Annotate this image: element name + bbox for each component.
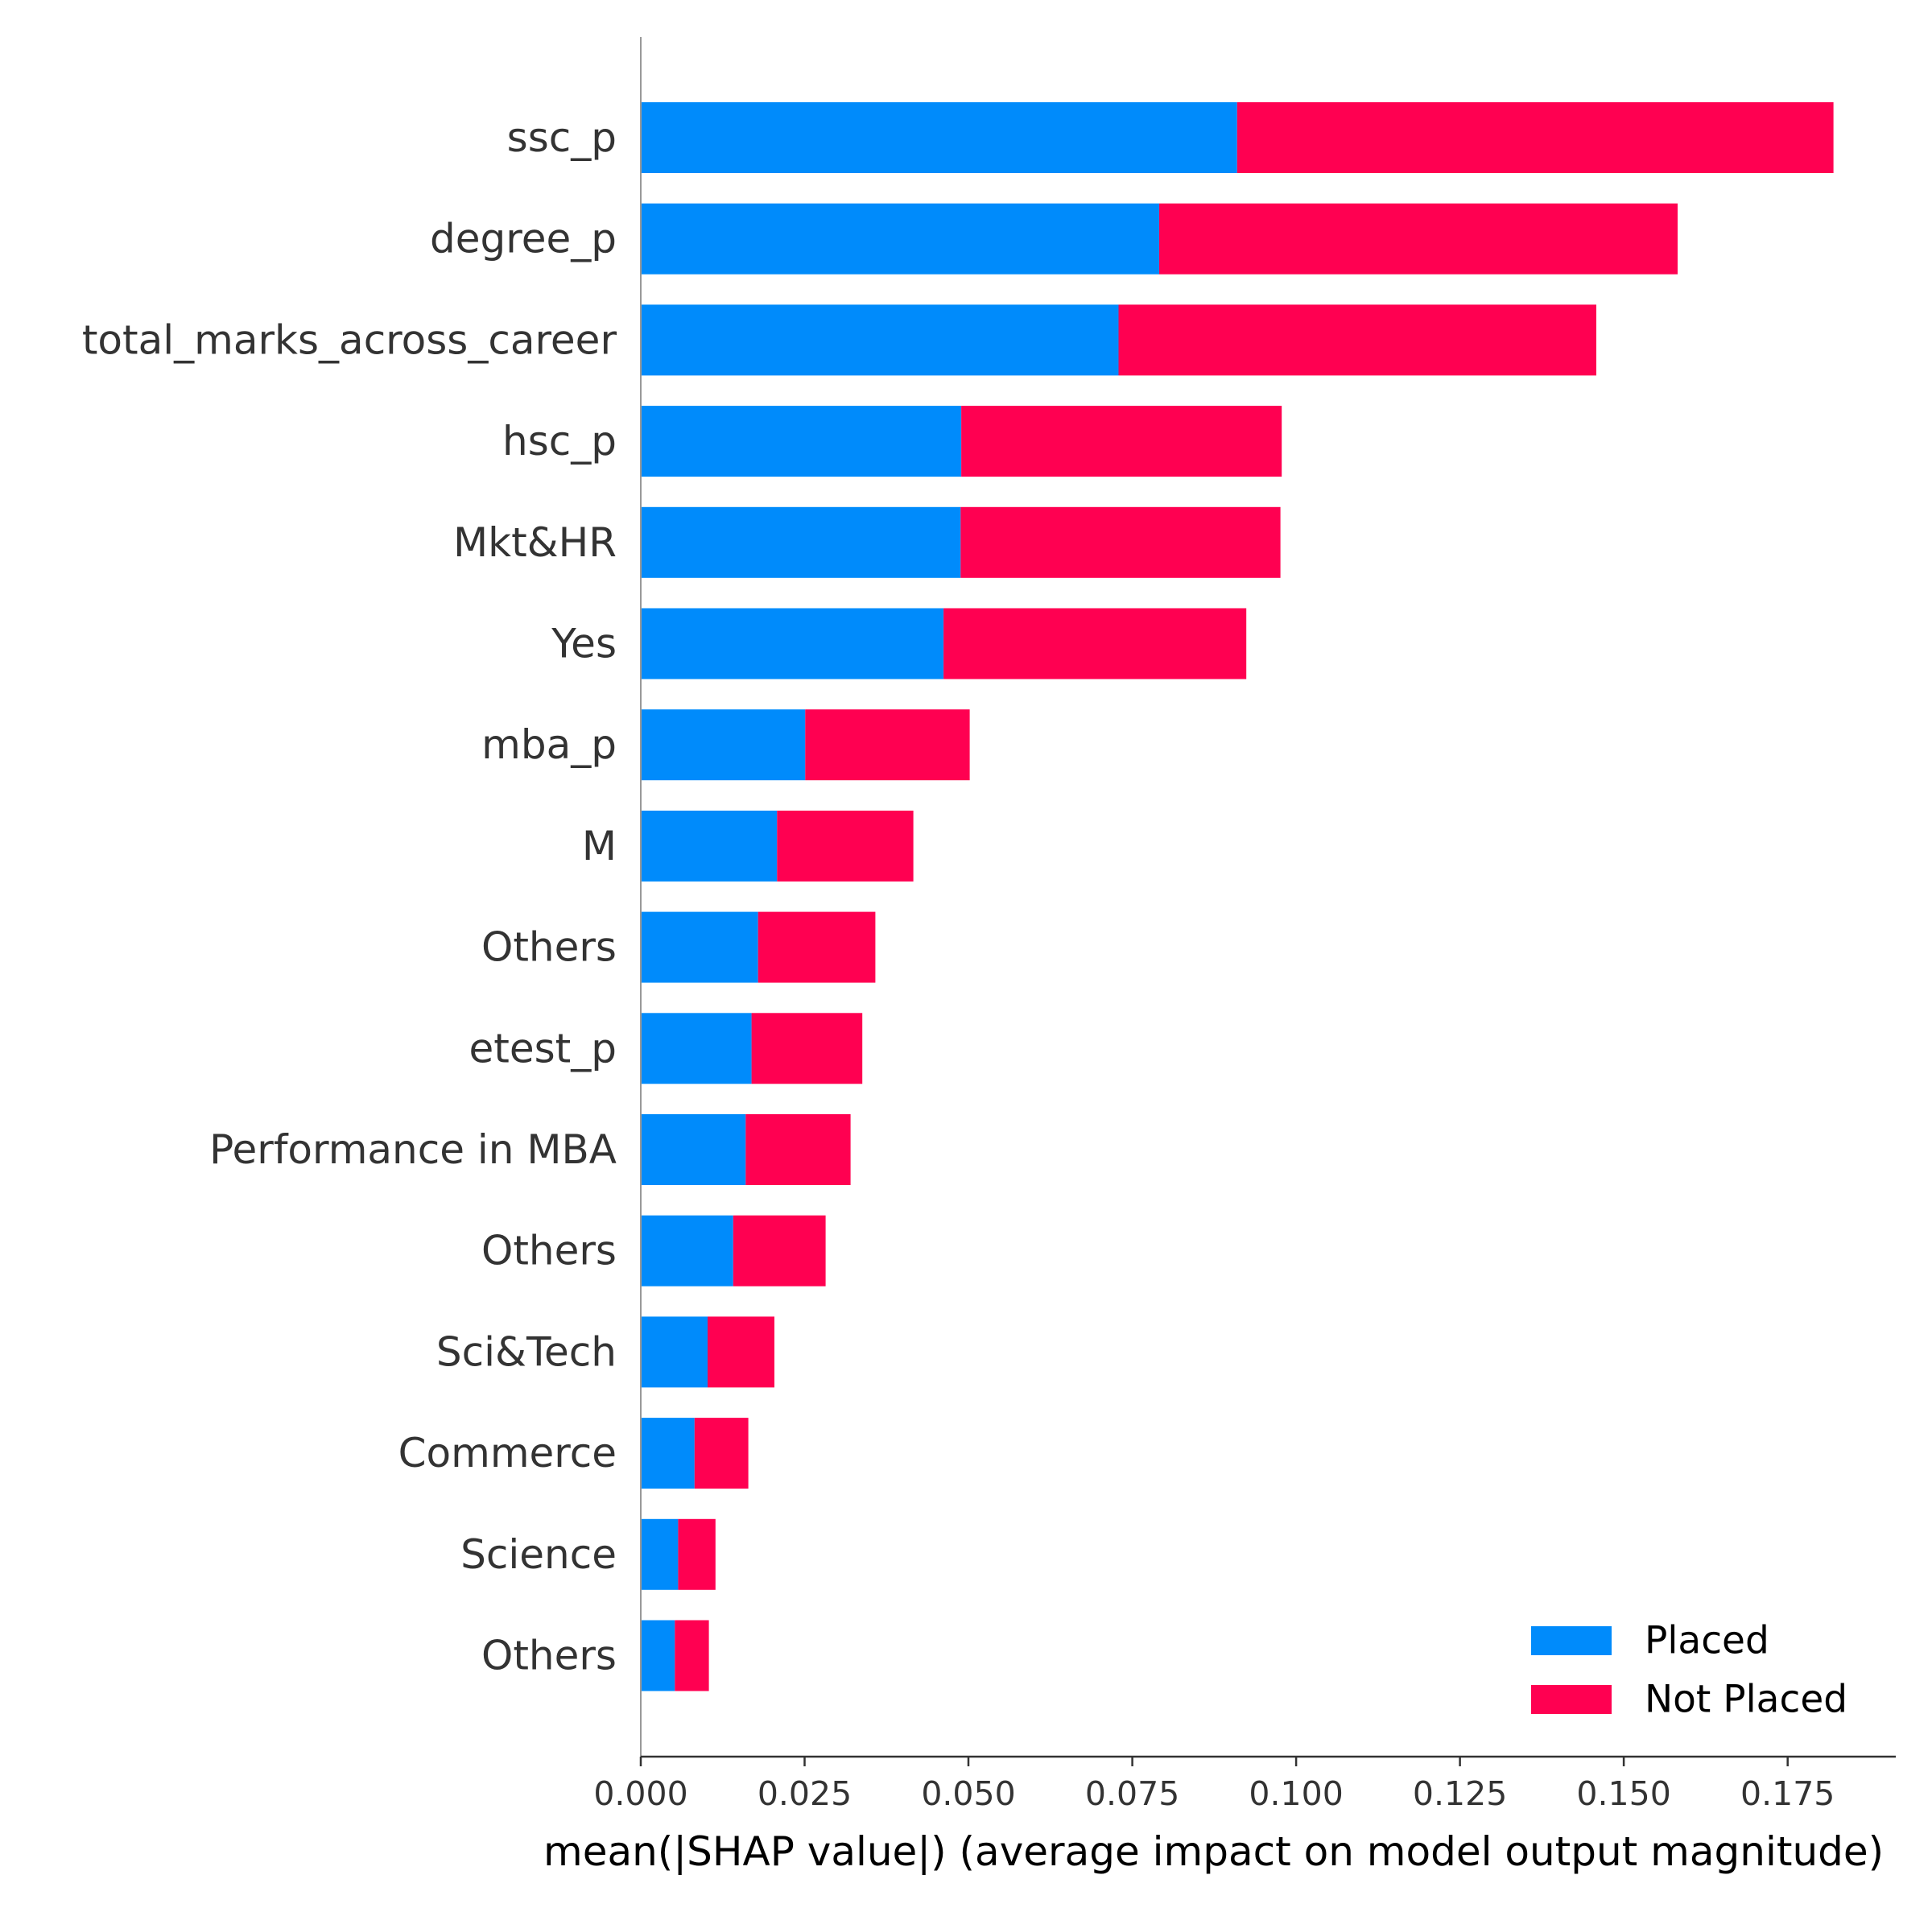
feature-label-commerce: Commerce xyxy=(398,1430,617,1476)
bar-placed-etest-p xyxy=(641,1013,752,1084)
feature-label-others: Others xyxy=(481,924,617,971)
feature-label-mkt-hr: Mkt&HR xyxy=(453,519,617,566)
x-tick-label: 0.025 xyxy=(758,1774,852,1813)
feature-label-degree-p: degree_p xyxy=(430,216,617,262)
bar-placed-m xyxy=(641,810,778,882)
bar-placed-others xyxy=(641,1215,733,1286)
bar-placed-others xyxy=(641,1620,675,1691)
bar-placed-mba-p xyxy=(641,709,806,781)
bar-not-placed-others xyxy=(675,1620,709,1691)
legend-swatch-not-placed xyxy=(1531,1685,1612,1714)
bar-not-placed-total-marks-across-career xyxy=(1118,304,1596,376)
feature-label-mba-p: mba_p xyxy=(481,721,617,768)
bar-placed-mkt-hr xyxy=(641,506,961,578)
legend-swatch-placed xyxy=(1531,1626,1612,1655)
bar-placed-science xyxy=(641,1518,679,1590)
bar-placed-degree-p xyxy=(641,203,1159,275)
feature-label-etest-p: etest_p xyxy=(469,1025,617,1072)
feature-label-hsc-p: hsc_p xyxy=(502,418,617,465)
bar-placed-commerce xyxy=(641,1418,695,1489)
bar-not-placed-hsc-p xyxy=(961,406,1282,477)
bar-not-placed-science xyxy=(678,1518,716,1590)
x-tick-label: 0.075 xyxy=(1085,1774,1179,1813)
bar-not-placed-mba-p xyxy=(805,709,970,781)
x-tick-label: 0.125 xyxy=(1413,1774,1507,1813)
x-tick-label: 0.050 xyxy=(921,1774,1015,1813)
bar-placed-yes xyxy=(641,608,944,679)
feature-label-yes: Yes xyxy=(551,621,617,667)
bar-not-placed-degree-p xyxy=(1159,203,1678,275)
bar-placed-hsc-p xyxy=(641,406,962,477)
bar-not-placed-others xyxy=(733,1215,826,1286)
x-tick-label: 0.100 xyxy=(1249,1774,1343,1813)
legend-label-placed: Placed xyxy=(1645,1619,1769,1663)
feature-label-performance-in-mba: Performance in MBA xyxy=(209,1126,617,1173)
bar-not-placed-yes xyxy=(943,608,1247,679)
bar-not-placed-ssc-p xyxy=(1236,102,1834,173)
legend: Placed Not Placed xyxy=(1531,1619,1847,1722)
bar-placed-total-marks-across-career xyxy=(641,304,1119,376)
x-tick-label: 0.150 xyxy=(1576,1774,1670,1813)
feature-label-sci-tech: Sci&Tech xyxy=(436,1328,617,1375)
x-axis-ticks: 0.000 0.025 0.050 0.075 0.100 0.125 0.150 0.175 xyxy=(593,1757,1835,1813)
feature-label-others: Others xyxy=(481,1228,617,1274)
x-axis-title: mean(|SHAP value|) (average impact on mo… xyxy=(543,1828,1884,1875)
feature-label-ssc-p: ssc_p xyxy=(507,114,617,161)
bar-not-placed-mkt-hr xyxy=(960,506,1281,578)
x-tick-label: 0.175 xyxy=(1740,1774,1835,1813)
bar-not-placed-etest-p xyxy=(751,1013,863,1084)
bar-placed-sci-tech xyxy=(641,1316,708,1388)
bar-not-placed-sci-tech xyxy=(708,1316,774,1388)
feature-labels: ssc_p degree_p total_marks_across_careerhs… xyxy=(82,114,617,1679)
feature-label-science: Science xyxy=(460,1531,617,1578)
bar-placed-others xyxy=(641,911,758,983)
x-tick-label: 0.000 xyxy=(593,1774,687,1813)
feature-label-others: Others xyxy=(481,1633,617,1679)
feature-label-m: M xyxy=(582,823,617,869)
bar-not-placed-others xyxy=(758,911,876,983)
feature-label-total-marks-across-career: total_marks_across_career xyxy=(82,316,617,363)
bar-not-placed-commerce xyxy=(694,1418,749,1489)
bars-layer xyxy=(641,102,1834,1691)
bar-not-placed-performance-in-mba xyxy=(745,1114,851,1185)
bar-placed-performance-in-mba xyxy=(641,1114,746,1185)
bar-not-placed-m xyxy=(777,810,914,882)
legend-label-not-placed: Not Placed xyxy=(1645,1678,1847,1722)
bar-placed-ssc-p xyxy=(641,102,1237,173)
